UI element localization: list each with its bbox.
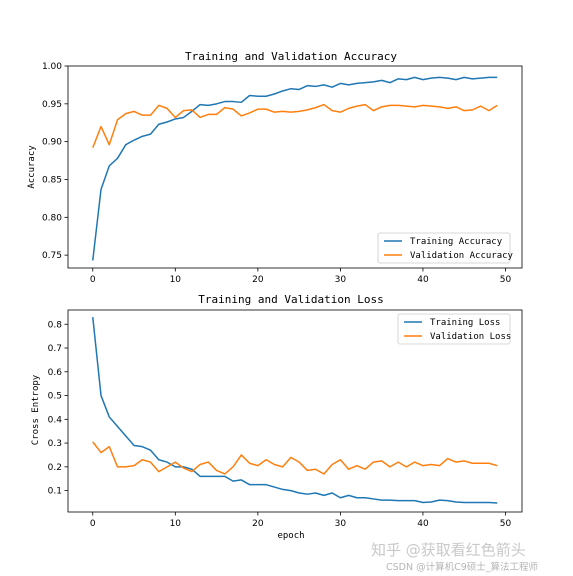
accuracy-plot-frame — [67, 65, 523, 269]
loss-y-tick-label: 0.7 — [48, 344, 62, 354]
loss-plot-title: Training and Validation Loss — [198, 293, 383, 306]
accuracy-y-tick-label: 0.85 — [42, 175, 62, 185]
loss-plot-frame — [67, 309, 523, 513]
accuracy-legend-label-training: Training Accuracy — [410, 237, 503, 247]
accuracy-x-tick-label: 50 — [500, 275, 512, 285]
watermark-main: 知乎 @获取看红色箭头 — [371, 541, 526, 559]
loss-legend-label-validation: Validation Loss — [430, 332, 511, 342]
accuracy-x-tick-label: 10 — [170, 275, 182, 285]
loss-series-line-validation — [92, 441, 498, 475]
loss-axis-ticks: 0 10 20 30 40 50 0.1 0.2 0.3 0.4 0.5 0.6 0.7 0.8 — [48, 320, 512, 529]
loss-y-tick-label: 0.2 — [48, 463, 62, 473]
loss-y-axis-label: Cross Entropy — [31, 374, 41, 445]
loss-legend-label-training: Training Loss — [430, 318, 500, 328]
loss-series-line-training — [92, 317, 498, 504]
accuracy-y-tick-label: 1.00 — [42, 62, 62, 72]
loss-y-tick-label: 0.8 — [48, 320, 63, 330]
loss-series-lines — [92, 317, 498, 504]
loss-x-tick-label: 50 — [500, 519, 512, 529]
accuracy-legend-box — [377, 232, 511, 264]
loss-x-tick-label: 20 — [252, 519, 264, 529]
accuracy-series-line-validation — [92, 103, 498, 148]
accuracy-series-line-training — [92, 76, 498, 261]
accuracy-x-tick-label: 20 — [252, 275, 264, 285]
accuracy-axis-ticks: 0 10 20 30 40 50 0.75 0.80 0.85 0.90 0.95 1.00 — [42, 62, 512, 285]
accuracy-y-axis-label: Accuracy — [27, 145, 37, 189]
accuracy-legend: Training Accuracy Validation Accuracy — [377, 232, 514, 264]
loss-x-tick-label: 40 — [417, 519, 429, 529]
loss-y-tick-label: 0.4 — [48, 415, 63, 425]
loss-legend: Training Loss Validation Loss — [397, 313, 511, 345]
loss-y-tick-label: 0.5 — [48, 392, 62, 402]
loss-y-tick-label: 0.6 — [48, 368, 63, 378]
loss-legend-box — [397, 313, 511, 345]
loss-y-tick-label: 0.3 — [48, 439, 62, 449]
watermark-credit: CSDN @计算机C9硕士_算法工程师 — [386, 561, 538, 573]
accuracy-x-tick-label: 30 — [335, 275, 347, 285]
loss-plot: Training and Validation Loss Cross Entro… — [31, 293, 523, 541]
accuracy-x-tick-label: 0 — [90, 275, 96, 285]
loss-x-tick-label: 0 — [90, 519, 96, 529]
accuracy-y-tick-label: 0.95 — [42, 100, 62, 110]
accuracy-x-tick-label: 40 — [417, 275, 429, 285]
accuracy-y-tick-label: 0.90 — [42, 138, 62, 148]
loss-x-axis-label: epoch — [277, 531, 304, 541]
accuracy-legend-label-validation: Validation Accuracy — [410, 251, 514, 261]
loss-x-tick-label: 30 — [335, 519, 347, 529]
accuracy-y-tick-label: 0.75 — [42, 251, 62, 261]
accuracy-series-lines — [92, 76, 498, 261]
loss-y-tick-label: 0.1 — [48, 487, 62, 497]
accuracy-plot-title: Training and Validation Accuracy — [185, 50, 397, 63]
accuracy-y-tick-label: 0.80 — [42, 213, 62, 223]
loss-x-tick-label: 10 — [170, 519, 182, 529]
accuracy-plot: Training and Validation Accuracy Accurac… — [27, 50, 523, 285]
